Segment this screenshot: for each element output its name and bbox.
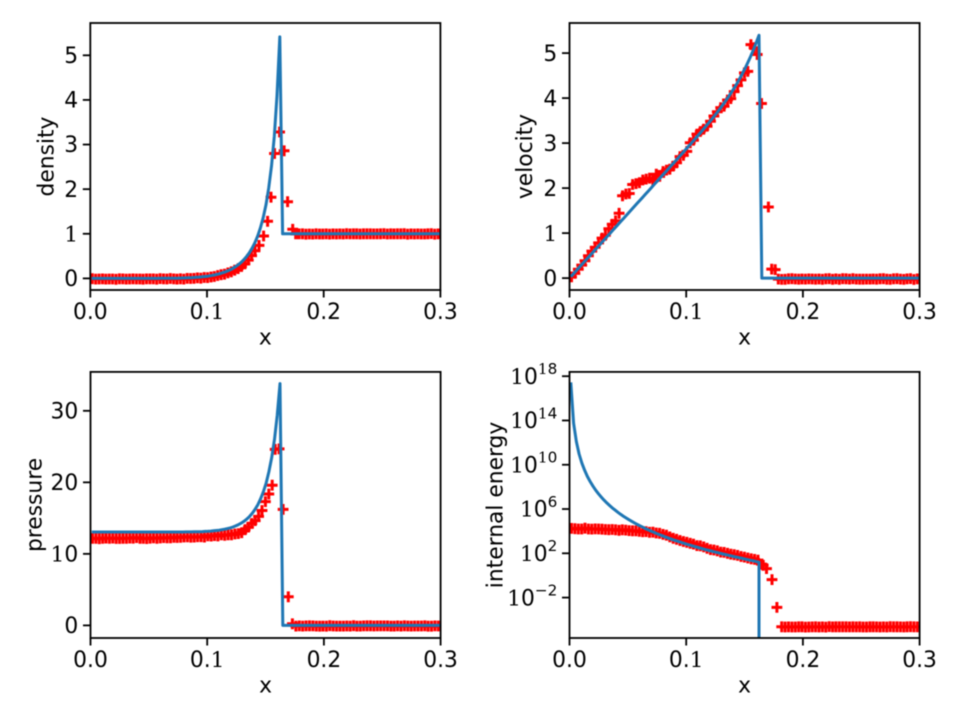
x-tick-label: 0.0 (552, 648, 587, 673)
pressure-simulation-markers (90, 443, 442, 632)
x-tick-label: 0.0 (552, 300, 587, 325)
velocity-spines (568, 22, 921, 291)
pressure-subplot: 0.0 0.1 0.2 0.3 0 10 20 30 x pressure (23, 370, 458, 698)
pressure-spines (89, 370, 442, 639)
x-tick-label: 0.3 (902, 300, 937, 325)
y-tick-label: 0 (64, 614, 78, 639)
internal-energy-plot-area (569, 382, 921, 639)
y-tick-label: 1 (543, 222, 557, 247)
density-ylabel: density (35, 116, 60, 196)
x-tick-label: 0.3 (423, 300, 458, 325)
y-tick-label: 4 (64, 89, 78, 114)
x-tick-label: 0.1 (669, 300, 704, 325)
y-tick-label: 2 (64, 178, 78, 203)
y-tick-label: 1010 (510, 449, 557, 479)
velocity-ylabel: velocity (513, 114, 538, 199)
y-tick-label: 10 (51, 543, 79, 568)
internal-energy-ylabel: internal energy (484, 422, 509, 589)
internal-energy-simulation-markers (569, 522, 921, 633)
x-tick-label: 0.1 (190, 300, 225, 325)
x-tick-label: 0.3 (902, 648, 937, 673)
internal-energy-spines (568, 370, 921, 639)
y-tick-label: 3 (543, 132, 557, 157)
y-tick-label: 1018 (510, 360, 557, 390)
pressure-ylabel: pressure (23, 458, 48, 552)
y-tick-label: 4 (543, 87, 557, 112)
pressure-plot-area (90, 382, 442, 632)
x-tick-label: 0.1 (669, 648, 704, 673)
velocity-analytic-line (569, 33, 920, 280)
y-tick-label: 1 (64, 222, 78, 247)
density-analytic-line (91, 35, 441, 280)
y-tick-label: 102 (520, 537, 557, 567)
internal-energy-xlabel: x (738, 673, 751, 698)
y-tick-label: 2 (543, 177, 557, 202)
velocity-plot-area (569, 33, 921, 285)
velocity-subplot: 0.0 0.1 0.2 0.3 0 1 2 3 4 5 x velocity (513, 22, 937, 350)
x-tick-label: 0.2 (306, 300, 341, 325)
y-tick-label: 0 (543, 267, 557, 292)
density-xlabel: x (259, 325, 272, 350)
x-tick-label: 0.1 (190, 648, 225, 673)
velocity-xlabel: x (738, 325, 751, 350)
x-tick-label: 0.0 (73, 300, 108, 325)
internal-energy-subplot: 0.0 0.1 0.2 0.3 10−2 102 106 1010 1014 1018 x inter… (484, 360, 937, 698)
x-tick-label: 0.2 (786, 300, 821, 325)
density-subplot: 0.0 0.1 0.2 0.3 0 1 2 3 4 5 x density (35, 22, 458, 350)
x-tick-label: 0.2 (307, 648, 342, 673)
y-tick-label: 5 (543, 42, 557, 67)
y-tick-label: 10−2 (507, 581, 557, 611)
y-tick-label: 0 (64, 267, 78, 292)
y-tick-label: 1014 (510, 404, 557, 434)
velocity-simulation-markers (569, 39, 921, 285)
y-tick-label: 3 (64, 133, 78, 158)
density-spines (89, 22, 442, 291)
pressure-analytic-line (91, 382, 441, 627)
y-tick-label: 106 (520, 493, 557, 523)
internal-energy-analytic-line (569, 382, 761, 639)
y-tick-label: 30 (51, 400, 79, 425)
y-tick-label: 20 (51, 471, 79, 496)
x-tick-label: 0.3 (423, 648, 458, 673)
y-tick-label: 5 (64, 44, 78, 69)
pressure-xlabel: x (259, 673, 272, 698)
x-tick-label: 0.2 (786, 648, 821, 673)
density-plot-area (89, 35, 441, 285)
x-tick-label: 0.0 (73, 648, 108, 673)
